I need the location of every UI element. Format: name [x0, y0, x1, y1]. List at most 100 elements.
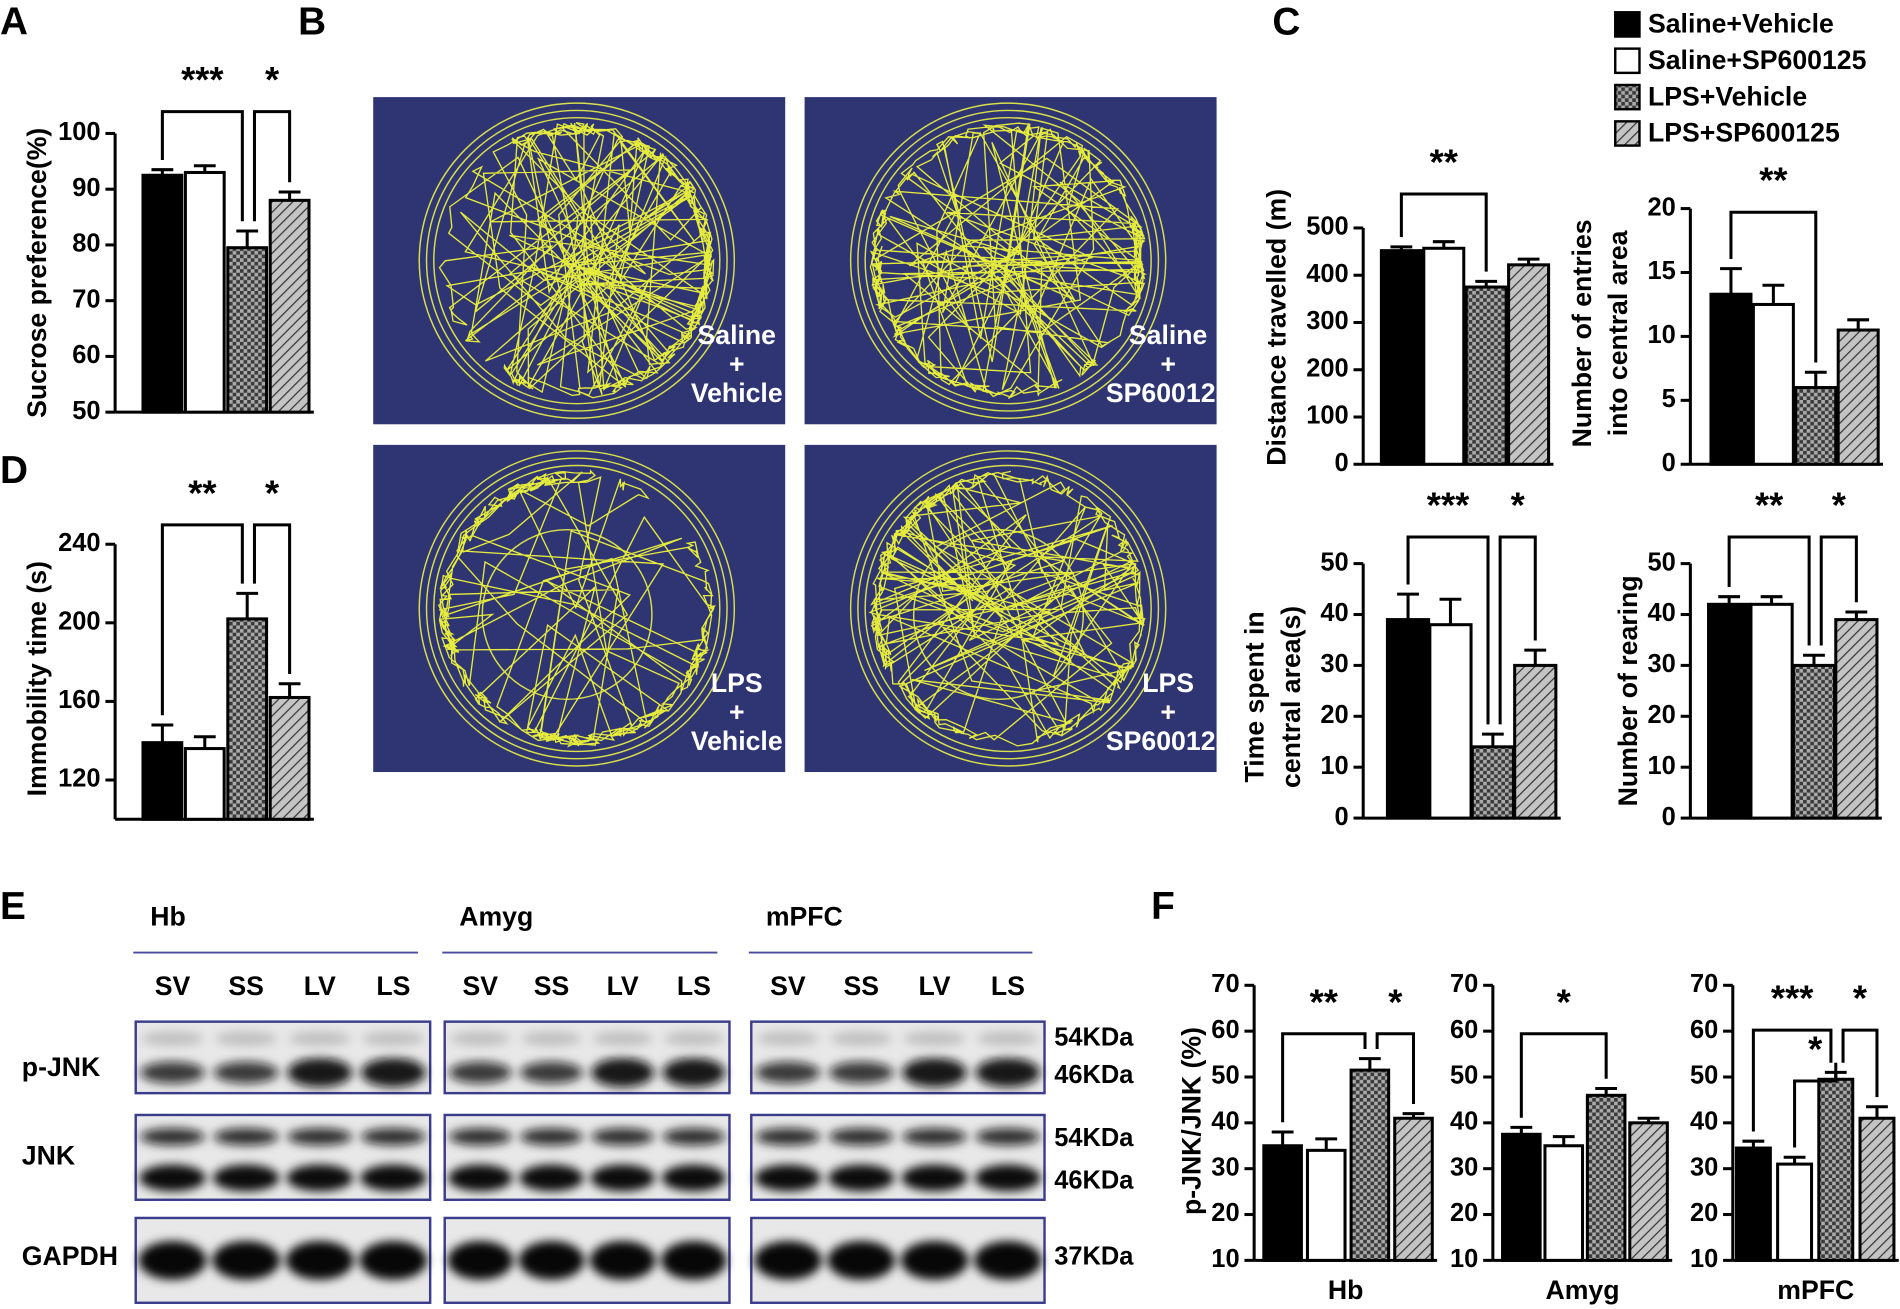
- blot-bands: [448, 1031, 726, 1088]
- bar: [1385, 618, 1431, 820]
- band: [902, 1128, 967, 1146]
- significance-label: ***: [181, 59, 224, 100]
- y-tick-label: 200: [58, 608, 100, 636]
- condition-label: +: [729, 349, 745, 379]
- significance-label: *: [1557, 981, 1572, 1022]
- band: [900, 1240, 969, 1280]
- blot-bands: [754, 1240, 1042, 1280]
- y-axis-label: central area(s): [1276, 606, 1306, 788]
- y-axis-label: Number of rearing: [1613, 575, 1643, 806]
- y-tick-label: 50: [1648, 548, 1676, 576]
- significance-bracket: [1281, 1032, 1367, 1123]
- arena-wall: [864, 464, 1152, 753]
- significance-label: *: [1832, 484, 1847, 525]
- band: [755, 1061, 821, 1084]
- y-tick-label: 0: [1662, 449, 1676, 477]
- lane-label: LS: [376, 971, 410, 1001]
- band: [662, 1128, 726, 1146]
- track-path: [869, 122, 1148, 400]
- lane-label: SV: [155, 971, 191, 1001]
- y-axis-label: p-JNK/JNK (%): [1177, 1027, 1207, 1215]
- track-path: [868, 470, 1147, 747]
- y-tick-label: 50: [1211, 1062, 1239, 1090]
- lane-label: LS: [677, 971, 711, 1001]
- bar: [1422, 246, 1466, 466]
- y-tick-label: 70: [1690, 970, 1718, 998]
- y-tick-label: 40: [1450, 1108, 1478, 1136]
- y-tick-label: 20: [1211, 1199, 1239, 1227]
- bar: [268, 695, 311, 821]
- condition-label: +: [729, 697, 745, 727]
- region-label: Hb: [150, 902, 186, 932]
- y-tick-label: 10: [1450, 1245, 1478, 1273]
- band: [830, 1031, 893, 1046]
- arena-wall: [425, 457, 728, 760]
- significance-bracket: [1375, 1032, 1416, 1104]
- y-tick-label: 200: [1306, 354, 1348, 382]
- significance-bracket: [1819, 535, 1858, 646]
- y-tick-label: 0: [1335, 803, 1349, 831]
- size-label: 46KDa: [1054, 1166, 1134, 1194]
- bar: [1470, 745, 1515, 820]
- condition-label: Vehicle: [691, 726, 783, 756]
- bar: [1379, 249, 1423, 466]
- band: [447, 1240, 514, 1280]
- blot-bands: [754, 1128, 1041, 1192]
- y-tick-label: 20: [1648, 193, 1676, 221]
- band: [757, 1031, 819, 1046]
- region-label: Amyg: [459, 902, 533, 932]
- blot-bands: [448, 1128, 726, 1192]
- band: [359, 1240, 428, 1280]
- y-axis-label: Time spent in: [1240, 611, 1270, 782]
- y-tick-label: 500: [1306, 213, 1348, 241]
- lane-label: LV: [919, 971, 951, 1001]
- track-path: [437, 469, 716, 748]
- band: [362, 1031, 425, 1046]
- band: [828, 1061, 894, 1084]
- y-tick-label: 15: [1648, 257, 1676, 285]
- band: [138, 1240, 207, 1280]
- y-tick-label: 60: [1690, 1016, 1718, 1044]
- y-tick-label: 40: [1211, 1108, 1239, 1136]
- band: [828, 1164, 895, 1192]
- arena-background: [373, 444, 786, 773]
- y-tick-label: 60: [1211, 1016, 1239, 1044]
- arena-wall: [433, 116, 721, 405]
- bar: [1734, 1146, 1772, 1262]
- y-axis-label: Number of entries: [1567, 219, 1597, 447]
- row-label: p-JNK: [22, 1052, 100, 1082]
- band: [139, 1164, 206, 1192]
- significance-bracket: [1793, 1062, 1838, 1148]
- band: [212, 1240, 280, 1280]
- band: [591, 1058, 655, 1088]
- panel-letter: E: [0, 885, 26, 928]
- significance-label: **: [1759, 160, 1788, 201]
- condition-label: Saline: [697, 320, 775, 350]
- condition-label: LPS: [1142, 668, 1194, 698]
- band: [288, 1031, 351, 1046]
- bar: [1501, 1132, 1542, 1262]
- y-tick-label: 80: [72, 230, 100, 258]
- bar: [1262, 1144, 1303, 1262]
- bar: [1817, 1077, 1855, 1262]
- blot-bands: [139, 1128, 427, 1192]
- condition-label: +: [1160, 349, 1176, 379]
- band: [448, 1061, 512, 1084]
- band: [518, 1240, 585, 1280]
- row-label: JNK: [22, 1140, 75, 1170]
- band: [974, 1164, 1041, 1192]
- y-tick-label: 30: [1690, 1153, 1718, 1181]
- band: [360, 1128, 426, 1146]
- bar: [1305, 1148, 1347, 1262]
- lane-label: LV: [607, 971, 639, 1001]
- band: [975, 1128, 1041, 1146]
- band: [661, 1240, 727, 1280]
- y-tick-label: 20: [1690, 1199, 1718, 1227]
- blot-bands: [138, 1240, 428, 1280]
- band: [977, 1031, 1039, 1046]
- y-tick-label: 30: [1320, 650, 1348, 678]
- y-tick-label: 50: [1450, 1062, 1478, 1090]
- lane-label: LS: [991, 971, 1025, 1001]
- significance-bracket: [1841, 1028, 1879, 1098]
